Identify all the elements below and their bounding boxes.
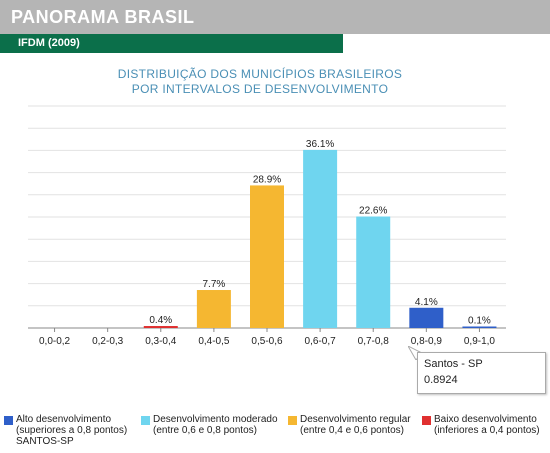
legend-label-baixo: Baixo desenvolvimento (inferiores a 0,4 … bbox=[434, 414, 540, 436]
legend-label-alto-line2: (superiores a 0,8 pontos) bbox=[16, 425, 128, 436]
tooltip-value: 0.8924 bbox=[424, 374, 458, 386]
bar-0,4-0,5 bbox=[196, 290, 231, 328]
x-tick-label: 0,7-0,8 bbox=[358, 336, 390, 347]
bar-0,8-0,9 bbox=[409, 307, 444, 328]
legend-label-moderado: Desenvolvimento moderado (entre 0,6 e 0,… bbox=[153, 414, 278, 436]
data-label: 4.1% bbox=[415, 297, 438, 308]
legend-label-alto: Alto desenvolvimento (superiores a 0,8 p… bbox=[16, 414, 127, 436]
bar-0,7-0,8 bbox=[356, 216, 391, 328]
legend-label-regular: Desenvolvimento regular (entre 0,4 e 0,6… bbox=[300, 414, 411, 436]
legend-label-baixo-line1: Baixo desenvolvimento bbox=[434, 414, 537, 425]
legend-swatch-baixo bbox=[422, 416, 431, 425]
bar-0,6-0,7 bbox=[303, 149, 338, 328]
bar-0,5-0,6 bbox=[250, 185, 284, 328]
legend-city-label: SANTOS-SP bbox=[16, 436, 74, 447]
legend: Alto desenvolvimento (superiores a 0,8 p… bbox=[4, 414, 550, 450]
data-label: 7.7% bbox=[202, 279, 225, 290]
legend-label-regular-line2: (entre 0,4 e 0,6 pontos) bbox=[300, 425, 404, 436]
legend-swatch-alto bbox=[4, 416, 13, 425]
x-tick-label: 0,6-0,7 bbox=[305, 336, 337, 347]
bar-0,3-0,4 bbox=[143, 326, 178, 328]
x-tick-label: 0,0-0,2 bbox=[39, 336, 71, 347]
x-tick-label: 0,3-0,4 bbox=[145, 336, 177, 347]
chart-title-line-1: DISTRIBUIÇÃO DOS MUNICÍPIOS BRASILEIROS bbox=[117, 67, 403, 81]
legend-swatch-regular bbox=[288, 416, 297, 425]
x-tick-label: 0,2-0,3 bbox=[92, 336, 124, 347]
subheader-band: IFDM (2009) bbox=[0, 34, 343, 53]
page-title: PANORAMA BRASIL bbox=[11, 7, 195, 27]
data-label: 22.6% bbox=[359, 206, 387, 217]
data-label: 28.9% bbox=[253, 174, 281, 185]
legend-label-moderado-line2: (entre 0,6 e 0,8 pontos) bbox=[153, 425, 257, 436]
x-tick-label: 0,4-0,5 bbox=[198, 336, 230, 347]
chart-title: DISTRIBUIÇÃO DOS MUNICÍPIOS BRASILEIROS … bbox=[0, 67, 520, 97]
legend-label-moderado-line1: Desenvolvimento moderado bbox=[153, 414, 278, 425]
tooltip: Santos - SP 0.8924 bbox=[417, 352, 546, 394]
section-title: IFDM (2009) bbox=[18, 37, 80, 49]
legend-label-alto-line1: Alto desenvolvimento bbox=[16, 414, 112, 425]
x-tick-label: 0,5-0,6 bbox=[251, 336, 283, 347]
x-tick-label: 0,8-0,9 bbox=[411, 336, 443, 347]
data-label: 0.4% bbox=[149, 315, 172, 326]
chart-title-line-2: POR INTERVALOS DE DESENVOLVIMENTO bbox=[131, 82, 389, 96]
legend-label-baixo-line2: (inferiores a 0,4 pontos) bbox=[434, 425, 540, 436]
legend-swatch-moderado bbox=[141, 416, 150, 425]
header-band: PANORAMA BRASIL bbox=[0, 0, 550, 34]
bar-0,9-1,0 bbox=[462, 326, 497, 328]
data-label: 0.1% bbox=[468, 316, 491, 327]
data-label: 36.1% bbox=[306, 139, 334, 150]
legend-label-regular-line1: Desenvolvimento regular bbox=[300, 414, 411, 425]
tooltip-name: Santos - SP bbox=[424, 358, 483, 370]
x-tick-label: 0,9-1,0 bbox=[464, 336, 496, 347]
